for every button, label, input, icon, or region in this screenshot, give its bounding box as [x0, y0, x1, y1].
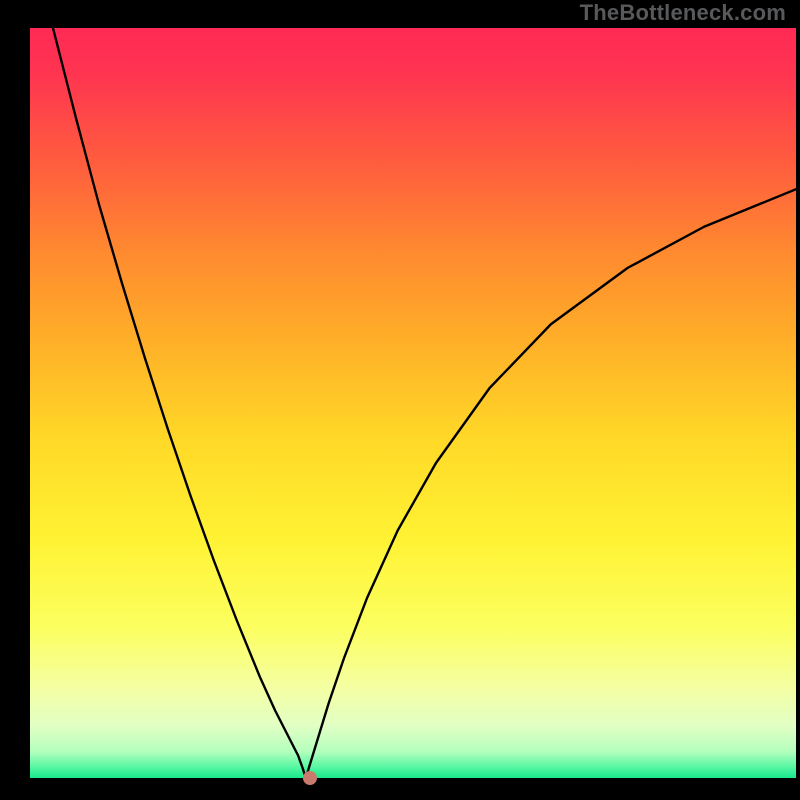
- bottleneck-curve: [30, 28, 796, 778]
- optimum-marker: [303, 771, 317, 785]
- chart-frame: TheBottleneck.com: [0, 0, 800, 800]
- plot-area: [30, 28, 796, 778]
- watermark-text: TheBottleneck.com: [580, 0, 786, 26]
